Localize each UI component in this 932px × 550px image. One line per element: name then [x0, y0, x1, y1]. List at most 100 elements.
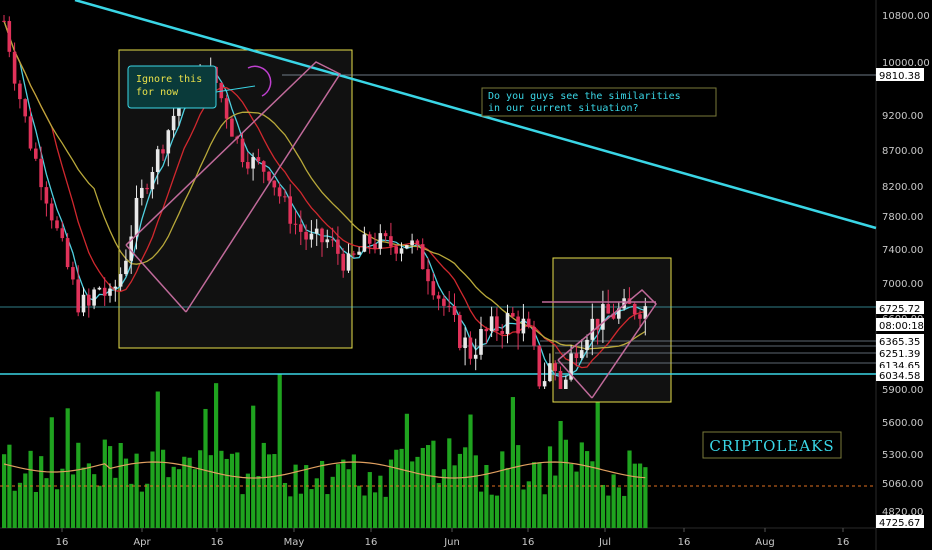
candle-body	[473, 354, 478, 359]
volume-bar	[452, 465, 457, 528]
candle-body	[134, 197, 139, 237]
candle-body	[378, 233, 383, 249]
volume-bar	[187, 457, 192, 528]
candle-body	[23, 99, 27, 117]
y-tick-label: 7800.00	[882, 212, 923, 223]
candle-body	[18, 83, 22, 100]
volume-bar	[638, 463, 643, 528]
candle-body	[251, 157, 255, 169]
candle-body	[161, 149, 165, 154]
candle-body	[113, 286, 118, 289]
candle-body	[394, 246, 398, 254]
candle-body	[330, 239, 335, 241]
volume-bar	[341, 459, 346, 528]
y-tick-label: 10000.00	[882, 58, 930, 69]
note-similarities-line2: in our current situation?	[488, 103, 639, 114]
volume-bar	[516, 445, 521, 528]
candle-body	[97, 287, 102, 290]
volume-bar	[314, 478, 319, 528]
price-tag-text: 6251.39	[879, 349, 920, 360]
volume-bar	[134, 453, 139, 528]
x-tick-label: 16	[837, 537, 850, 548]
candle-body	[346, 253, 351, 271]
drawings	[74, 0, 877, 399]
candle-body	[92, 289, 96, 306]
price-tag-box	[876, 334, 924, 347]
candle-body	[458, 315, 462, 349]
volume-bar	[335, 464, 341, 528]
volume-bar	[595, 388, 600, 528]
volume-bar	[49, 417, 54, 528]
price-tag-text: 6134.65	[879, 361, 920, 372]
volume-bar	[388, 459, 394, 528]
volume-bar	[235, 452, 240, 528]
volume-bar	[65, 408, 70, 528]
volume-bar	[198, 450, 203, 528]
candle-body	[39, 158, 43, 188]
candle-body	[558, 370, 563, 389]
price-tag-box	[876, 358, 924, 371]
candle-body	[246, 162, 250, 169]
candle-body	[224, 98, 229, 119]
volume-bar	[97, 485, 102, 528]
volume-bar	[55, 489, 60, 528]
candle-body	[118, 274, 123, 287]
volume-bar	[394, 449, 399, 528]
y-tick-label: 5060.00	[882, 479, 923, 490]
candle-body	[569, 353, 573, 380]
candle-body	[537, 345, 542, 387]
candle-body	[521, 318, 526, 334]
candle-body	[320, 228, 324, 243]
price-tags: 9810.38 6725.72 08:00:18 6365.356251.396134…	[876, 68, 924, 529]
candle-body	[261, 161, 266, 172]
volume-bar	[463, 447, 468, 528]
volume-bar	[420, 447, 425, 528]
rising-wedge-left	[125, 61, 342, 313]
ma-slow-line	[3, 20, 646, 350]
candle-body	[415, 240, 420, 245]
candle-body	[367, 234, 372, 244]
candle-body	[49, 203, 54, 221]
x-tick-label: 16	[56, 537, 69, 548]
volume-bar	[309, 489, 314, 528]
volume-bar	[505, 467, 510, 528]
volume-bar	[256, 475, 261, 528]
note-ignore-box	[127, 65, 217, 109]
volume-bar	[606, 495, 611, 528]
y-tick-label: 9200.00	[882, 111, 923, 122]
volume-bar	[219, 450, 224, 528]
candle-body	[431, 281, 436, 296]
volume-bar	[92, 474, 97, 528]
candle-body	[405, 245, 409, 249]
candle-body	[108, 288, 112, 296]
note-ignore-text: Ignore this for now	[136, 74, 208, 98]
volume-bar	[28, 450, 33, 528]
watermark-text: CRIPTOLEAKS	[709, 437, 834, 455]
candle-body	[71, 267, 75, 280]
y-tick-label: 5600.00	[882, 418, 923, 429]
note-ignore-arc	[247, 65, 272, 97]
volume-bar	[415, 456, 420, 528]
volume-bar	[118, 442, 123, 528]
volume-bar	[431, 440, 436, 528]
candle-body	[585, 339, 589, 351]
volume-bar	[611, 474, 616, 528]
candle-body	[140, 187, 144, 198]
candle-body	[44, 187, 49, 204]
price-tag-text: 6034.58	[879, 371, 920, 382]
watermark-frame	[702, 431, 842, 459]
note-similarities-line1: Do you guys see the similarities	[488, 91, 681, 102]
volume-bar	[261, 442, 266, 528]
candle-body	[12, 51, 17, 84]
candle-body	[606, 304, 610, 314]
candle-body	[447, 305, 451, 307]
volume-bar	[155, 391, 160, 528]
candle-body	[489, 316, 494, 332]
note-similarities-callout: Do you guys see the similarities in our …	[481, 87, 717, 117]
wedge-right-base	[557, 359, 593, 399]
volume-bar	[203, 408, 208, 528]
candle-body	[436, 295, 441, 299]
candle-body	[124, 260, 128, 275]
candle-body	[579, 350, 584, 359]
